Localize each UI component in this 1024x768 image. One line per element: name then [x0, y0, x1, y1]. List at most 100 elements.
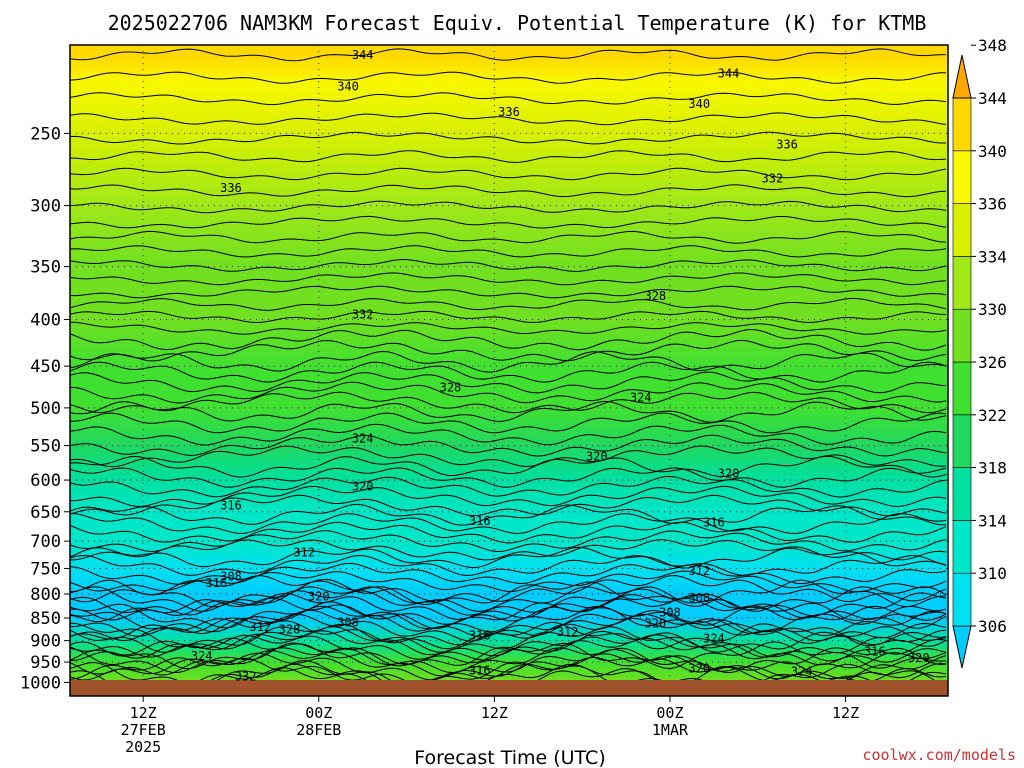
- contour-line: [70, 605, 947, 633]
- contour-label: 308: [220, 569, 242, 583]
- contour-line: [70, 588, 947, 617]
- y-tick-label: 600: [30, 471, 61, 491]
- contour-label: 336: [220, 181, 242, 195]
- colorbar-tick-label: 310: [978, 564, 1007, 583]
- colorbar-tick-label: 344: [978, 89, 1007, 108]
- x-tick-label: 28FEB: [296, 721, 341, 739]
- contour-label: 332: [762, 171, 784, 185]
- colorbar-swatch: [952, 625, 972, 669]
- contour-line: [70, 641, 947, 670]
- contour-label: 316: [469, 514, 491, 528]
- contour-label: 316: [469, 628, 491, 642]
- contour-label: 320: [908, 651, 930, 665]
- colorbar-tick-label: 352: [978, 0, 1007, 2]
- y-tick-label: 750: [30, 559, 61, 579]
- contour-line: [70, 371, 947, 394]
- contour-line: [70, 381, 947, 404]
- contour-label: 324: [191, 649, 213, 663]
- colorbar-tick-label: 314: [978, 511, 1007, 530]
- colorbar-tick-label: 306: [978, 617, 1007, 636]
- x-axis-label: Forecast Time (UTC): [414, 747, 605, 768]
- contour-line: [70, 321, 947, 335]
- colorbar-tick-label: 318: [978, 459, 1007, 478]
- contour-line: [70, 467, 947, 488]
- contour-label: 336: [498, 105, 520, 119]
- contour-line: [70, 230, 947, 244]
- contour-line: [70, 656, 947, 685]
- y-axis: 250 300 350 400 450 500 550 600 650 700 750 800 850 9…: [20, 124, 70, 693]
- y-tick-label: 350: [30, 258, 61, 278]
- contour-line: [70, 423, 947, 446]
- contour-line: [70, 200, 947, 214]
- colorbar-swatch: [952, 520, 972, 574]
- contour-line: [70, 400, 947, 423]
- contour-label: 328: [279, 622, 301, 636]
- contour-line: [70, 298, 947, 311]
- contour-line: [70, 494, 947, 517]
- contour-line: [70, 92, 947, 106]
- x-tick-label: 00Z: [305, 704, 332, 722]
- contour-line: [70, 634, 947, 662]
- y-tick-label: 900: [30, 632, 61, 652]
- contour-line: [70, 579, 947, 608]
- credit-text: coolwx.com/models: [862, 746, 1016, 764]
- colorbar-swatch: [952, 256, 972, 310]
- contour-line: [70, 652, 947, 681]
- contour-line: [70, 272, 947, 286]
- contour-line: [70, 562, 947, 585]
- contour-label: 312: [557, 625, 579, 639]
- contour-line: [70, 215, 947, 229]
- colorbar-tick-label: 336: [978, 195, 1007, 214]
- contour-line: [70, 48, 947, 62]
- contour-label: 320: [308, 589, 330, 603]
- x-tick-label: 12Z: [832, 704, 859, 722]
- contour-line: [70, 258, 947, 272]
- contour-line: [70, 475, 947, 498]
- contour-line: [70, 310, 947, 324]
- colorbar-tick-label: 334: [978, 247, 1007, 266]
- contour-line: [70, 339, 947, 362]
- contour-line: [70, 184, 947, 198]
- contour-line: [70, 570, 947, 593]
- contour-line: [70, 521, 947, 544]
- contour-line: [70, 626, 947, 653]
- contour-label: 312: [249, 620, 271, 634]
- contour-line: [70, 663, 947, 691]
- contour-line: [70, 546, 947, 569]
- contour-line: [70, 71, 946, 84]
- colorbar-swatch: [952, 97, 972, 152]
- contour-label: 344: [718, 67, 740, 81]
- contour-line: [70, 554, 947, 576]
- contour-line: [70, 412, 947, 434]
- contour-label: 332: [235, 669, 257, 683]
- contour-line: [70, 329, 947, 351]
- contour-line: [70, 131, 946, 145]
- contour-label: 340: [688, 97, 710, 111]
- chart-title: 2025022706 NAM3KM Forecast Equiv. Potent…: [108, 11, 927, 35]
- y-tick-label: 500: [30, 399, 61, 419]
- contour-line: [70, 112, 947, 126]
- contour-line: [70, 539, 947, 561]
- colorbar-swatch: [952, 150, 972, 204]
- plot-area: 344 344 340 340 336 336 332 336 328 332 328 324 324 3…: [70, 45, 948, 696]
- x-tick-label: 12Z: [130, 704, 157, 722]
- y-tick-label: 1000: [20, 673, 61, 693]
- colorbar-tick-label: 330: [978, 300, 1007, 319]
- contour-line: [70, 586, 947, 612]
- contour-label: 328: [644, 289, 666, 303]
- colorbar-tick-label: 322: [978, 406, 1007, 425]
- contour-label: 316: [864, 645, 886, 659]
- contour-line: [70, 503, 947, 526]
- contour-label: 320: [586, 449, 608, 463]
- contour-label: 316: [469, 663, 491, 677]
- contour-line: [70, 150, 947, 163]
- contour-label: 320: [718, 466, 740, 480]
- contour-label: 308: [337, 616, 359, 630]
- contour-line: [70, 575, 947, 603]
- contour-label: 316: [703, 516, 725, 530]
- contour-label: 320: [688, 661, 710, 675]
- x-tick-label: 1MAR: [652, 721, 689, 739]
- y-tick-label: 250: [30, 124, 61, 144]
